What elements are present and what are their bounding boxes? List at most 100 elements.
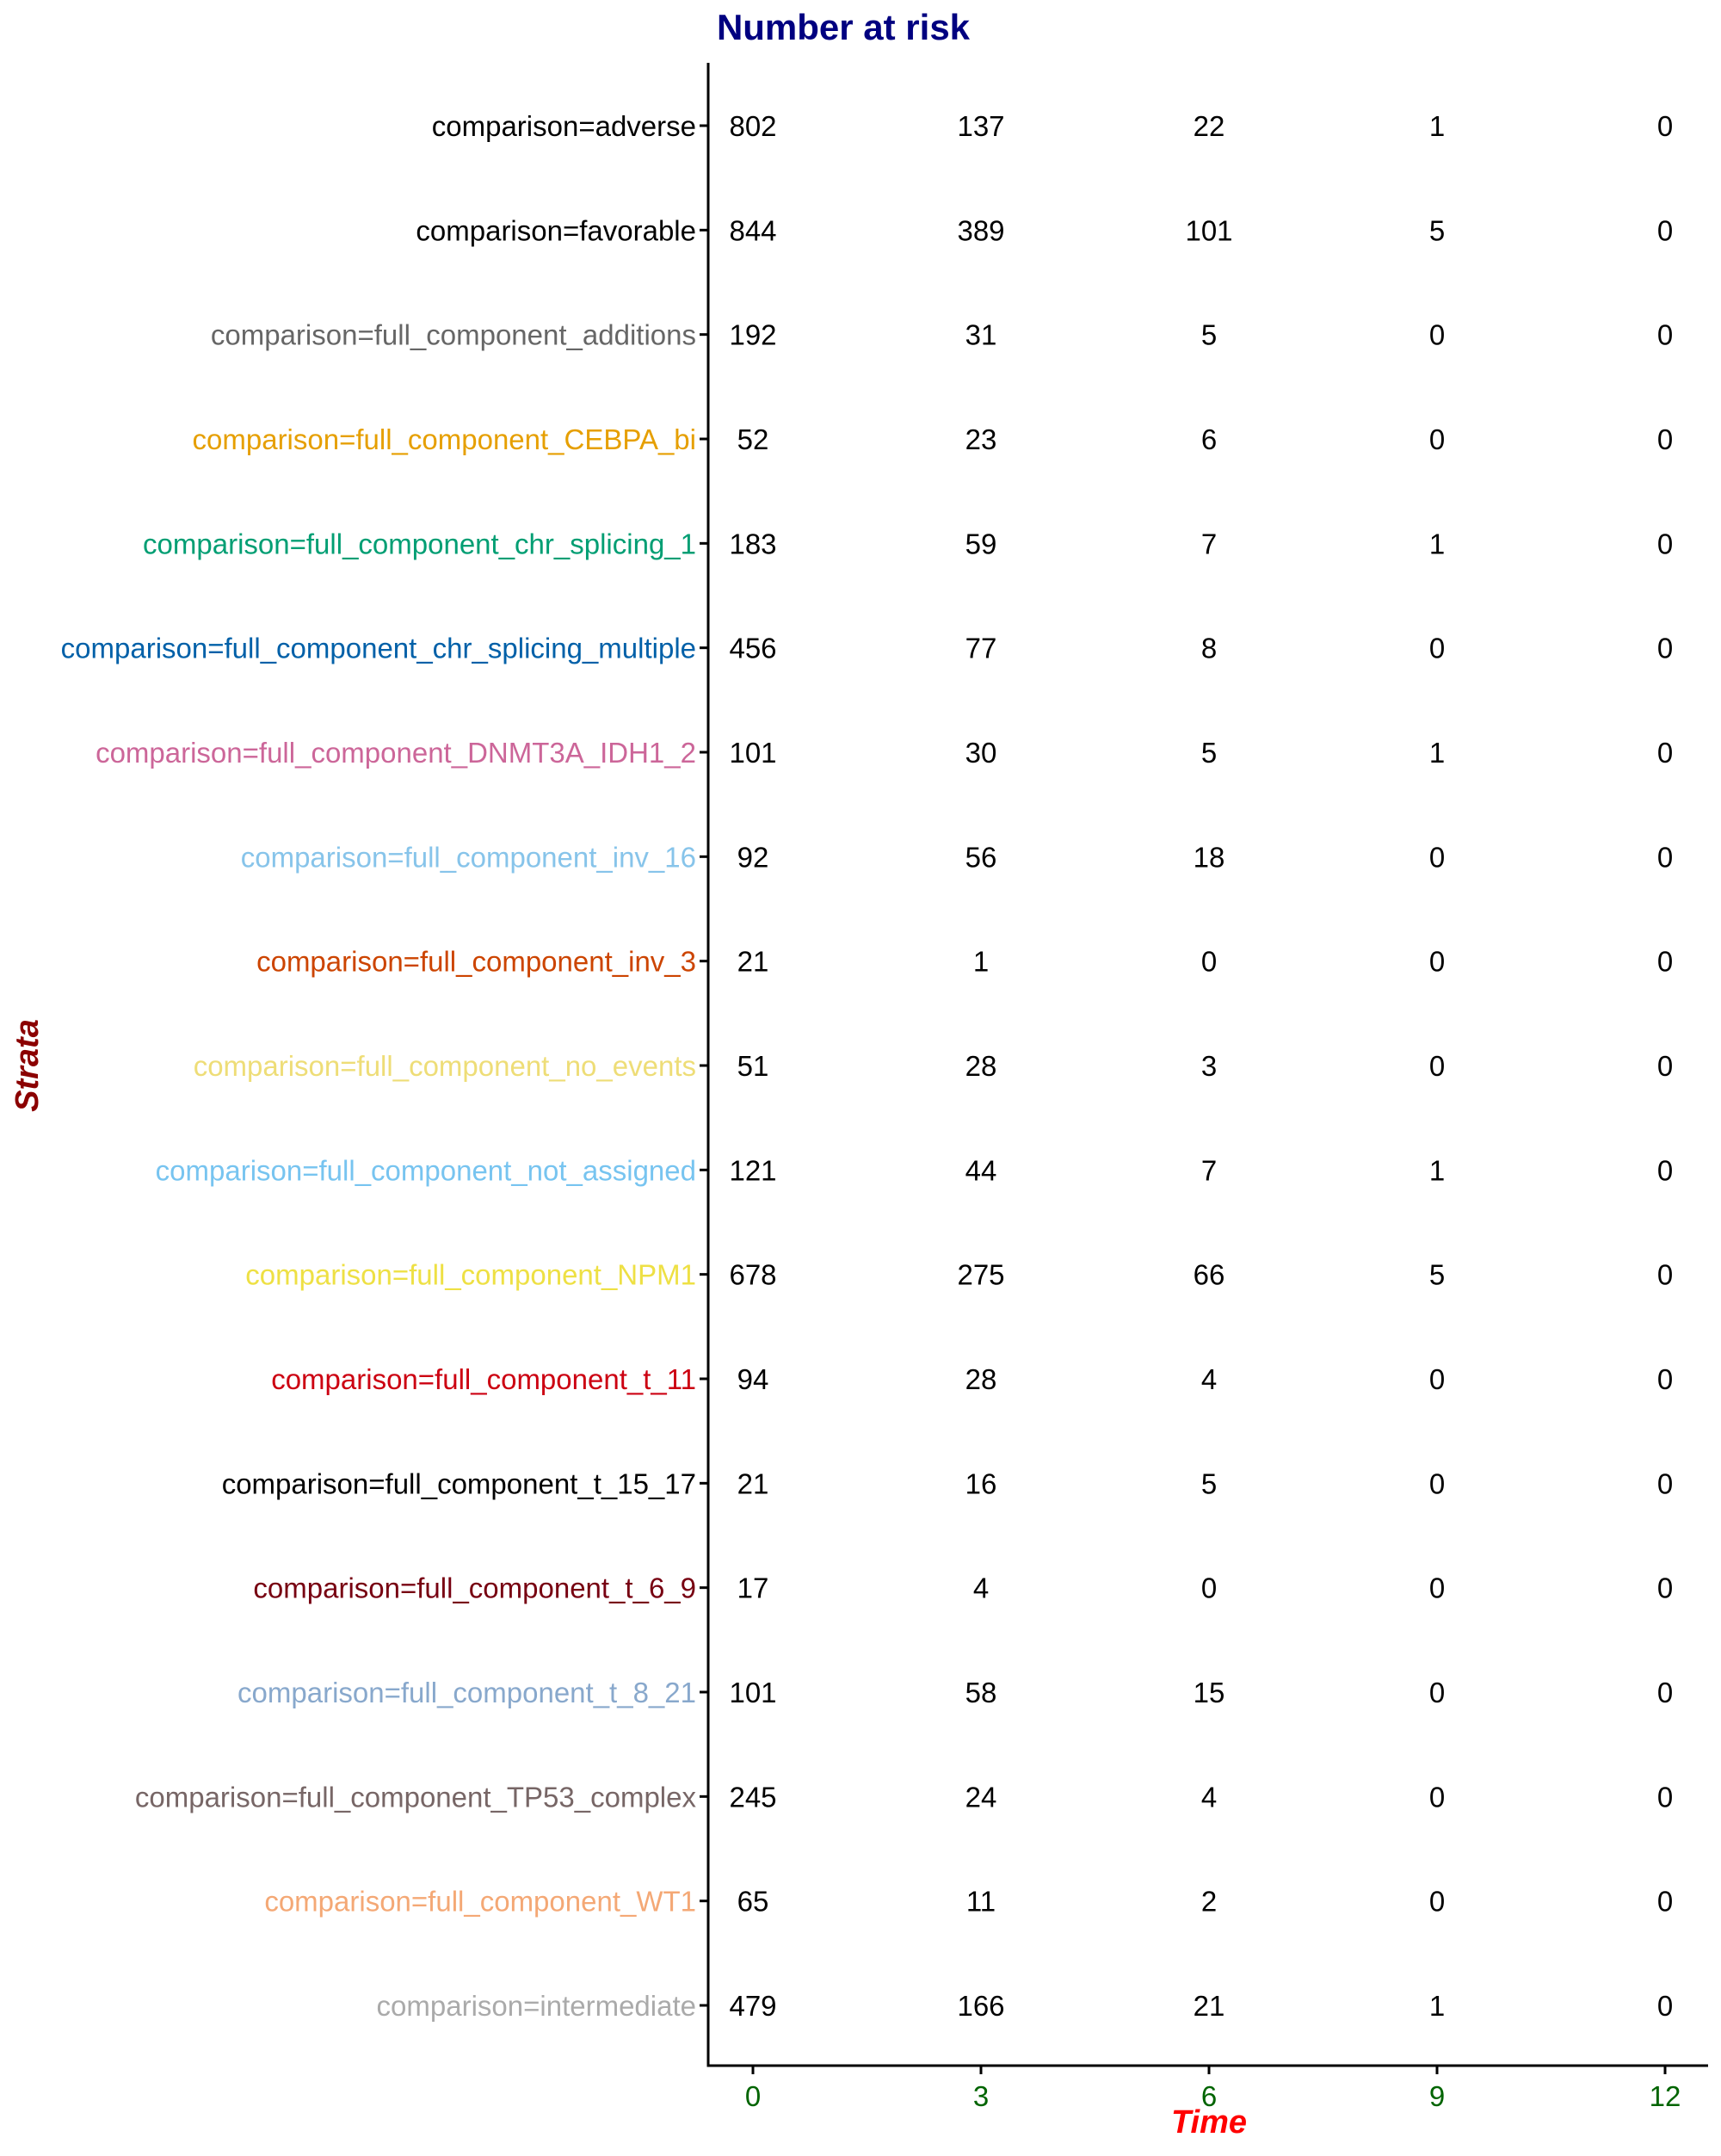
at-risk-value: 2	[1201, 1886, 1217, 1918]
strata-label: comparison=adverse	[432, 110, 696, 142]
at-risk-value: 59	[965, 528, 997, 559]
at-risk-value: 0	[1657, 841, 1673, 873]
at-risk-value: 0	[1657, 1781, 1673, 1813]
at-risk-value: 56	[965, 841, 997, 873]
at-risk-value: 0	[1429, 1467, 1445, 1499]
x-tick-label: 3	[973, 2080, 989, 2112]
at-risk-value: 21	[1194, 1990, 1225, 2022]
at-risk-value: 44	[965, 1154, 997, 1186]
at-risk-value: 456	[729, 633, 776, 664]
strata-label: comparison=full_component_t_15_17	[222, 1467, 696, 1499]
strata-label: comparison=full_component_inv_3	[256, 946, 696, 978]
at-risk-value: 16	[965, 1467, 997, 1499]
at-risk-value: 4	[973, 1572, 989, 1604]
at-risk-value: 66	[1194, 1259, 1225, 1291]
at-risk-value: 58	[965, 1677, 997, 1708]
strata-label: comparison=full_component_CEBPA_bi	[193, 423, 696, 455]
at-risk-value: 137	[957, 110, 1004, 142]
strata-label: comparison=full_component_chr_splicing_1	[143, 528, 696, 559]
at-risk-value: 30	[965, 737, 997, 769]
x-axis-label: Time	[1171, 2104, 1247, 2141]
at-risk-value: 0	[1657, 1050, 1673, 1082]
at-risk-value: 5	[1429, 1259, 1445, 1291]
at-risk-value: 0	[1657, 528, 1673, 559]
at-risk-value: 1	[1429, 528, 1445, 559]
at-risk-value: 24	[965, 1781, 997, 1813]
at-risk-value: 0	[1657, 1467, 1673, 1499]
at-risk-value: 0	[1657, 946, 1673, 978]
at-risk-value: 0	[1201, 946, 1217, 978]
at-risk-value: 0	[1429, 1363, 1445, 1395]
at-risk-value: 0	[1657, 633, 1673, 664]
at-risk-value: 101	[1185, 214, 1232, 246]
at-risk-value: 1	[1429, 1990, 1445, 2022]
at-risk-value: 3	[1201, 1050, 1217, 1082]
at-risk-value: 0	[1429, 633, 1445, 664]
at-risk-value: 245	[729, 1781, 776, 1813]
at-risk-value: 0	[1657, 1572, 1673, 1604]
at-risk-value: 389	[957, 214, 1004, 246]
strata-label: comparison=full_component_t_8_21	[237, 1677, 696, 1708]
at-risk-value: 0	[1429, 841, 1445, 873]
at-risk-value: 0	[1429, 423, 1445, 455]
at-risk-value: 1	[1429, 737, 1445, 769]
at-risk-value: 0	[1657, 1677, 1673, 1708]
at-risk-value: 0	[1429, 1677, 1445, 1708]
at-risk-value: 275	[957, 1259, 1004, 1291]
at-risk-value: 0	[1657, 319, 1673, 351]
at-risk-value: 4	[1201, 1781, 1217, 1813]
at-risk-value: 92	[737, 841, 769, 873]
strata-label: comparison=favorable	[416, 214, 696, 246]
at-risk-value: 0	[1657, 1154, 1673, 1186]
at-risk-value: 22	[1194, 110, 1225, 142]
at-risk-value: 0	[1201, 1572, 1217, 1604]
strata-label: comparison=full_component_TP53_complex	[135, 1781, 697, 1813]
at-risk-value: 0	[1657, 214, 1673, 246]
at-risk-value: 678	[729, 1259, 776, 1291]
at-risk-value: 183	[729, 528, 776, 559]
at-risk-value: 0	[1657, 737, 1673, 769]
strata-label: comparison=full_component_t_11	[271, 1363, 696, 1395]
at-risk-value: 0	[1429, 1572, 1445, 1604]
at-risk-value: 15	[1194, 1677, 1225, 1708]
strata-label: comparison=full_component_not_assigned	[156, 1154, 696, 1186]
at-risk-value: 21	[737, 946, 769, 978]
strata-label: comparison=full_component_additions	[211, 319, 696, 351]
at-risk-value: 479	[729, 1990, 776, 2022]
at-risk-value: 0	[1657, 423, 1673, 455]
at-risk-value: 18	[1194, 841, 1225, 873]
at-risk-value: 1	[1429, 110, 1445, 142]
at-risk-value: 0	[1429, 319, 1445, 351]
at-risk-value: 65	[737, 1886, 769, 1918]
x-tick-label: 6	[1201, 2080, 1217, 2112]
at-risk-value: 51	[737, 1050, 769, 1082]
strata-label: comparison=full_component_no_events	[194, 1050, 696, 1082]
strata-label: comparison=full_component_DNMT3A_IDH1_2	[96, 737, 696, 769]
at-risk-value: 52	[737, 423, 769, 455]
strata-label: comparison=full_component_chr_splicing_m…	[61, 633, 696, 664]
x-tick-label: 12	[1650, 2080, 1681, 2112]
at-risk-value: 802	[729, 110, 776, 142]
at-risk-value: 0	[1429, 1050, 1445, 1082]
at-risk-value: 101	[729, 1677, 776, 1708]
strata-label: comparison=full_component_WT1	[264, 1886, 696, 1918]
y-axis-label: Strata	[9, 1019, 46, 1112]
at-risk-value: 6	[1201, 423, 1217, 455]
strata-label: comparison=intermediate	[377, 1990, 696, 2022]
x-tick-label: 9	[1429, 2080, 1445, 2112]
at-risk-value: 7	[1201, 528, 1217, 559]
at-risk-value: 5	[1429, 214, 1445, 246]
at-risk-value: 5	[1201, 1467, 1217, 1499]
at-risk-value: 0	[1429, 1886, 1445, 1918]
strata-label: comparison=full_component_NPM1	[245, 1259, 696, 1291]
at-risk-value: 7	[1201, 1154, 1217, 1186]
x-tick-label: 0	[745, 2080, 761, 2112]
at-risk-value: 28	[965, 1363, 997, 1395]
at-risk-value: 31	[965, 319, 997, 351]
at-risk-value: 0	[1429, 1781, 1445, 1813]
at-risk-value: 94	[737, 1363, 769, 1395]
at-risk-value: 0	[1429, 946, 1445, 978]
at-risk-value: 8	[1201, 633, 1217, 664]
strata-label: comparison=full_component_t_6_9	[253, 1572, 696, 1604]
